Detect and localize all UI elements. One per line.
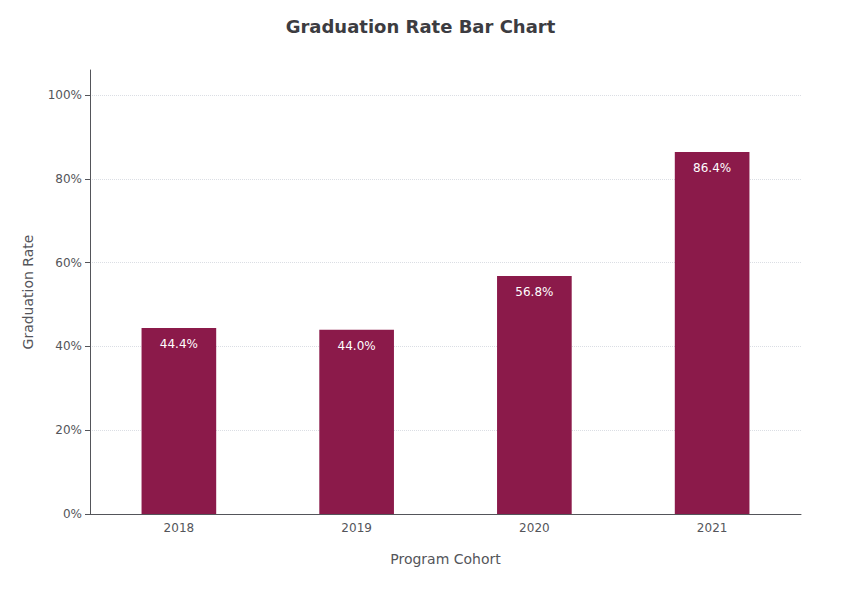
svg-text:100%: 100% [48,88,82,102]
svg-text:86.4%: 86.4% [693,161,731,175]
svg-text:44.0%: 44.0% [338,339,376,353]
svg-text:Graduation Rate Bar Chart: Graduation Rate Bar Chart [286,16,556,37]
svg-text:2019: 2019 [341,521,372,535]
svg-text:40%: 40% [55,339,82,353]
svg-text:56.8%: 56.8% [515,285,553,299]
svg-text:2021: 2021 [697,521,728,535]
svg-text:Graduation Rate: Graduation Rate [20,235,36,350]
svg-text:2020: 2020 [519,521,550,535]
svg-text:60%: 60% [55,256,82,270]
svg-text:80%: 80% [55,172,82,186]
svg-text:44.4%: 44.4% [160,337,198,351]
svg-text:20%: 20% [55,423,82,437]
svg-text:Program Cohort: Program Cohort [390,551,501,567]
svg-text:0%: 0% [63,507,82,521]
svg-text:2018: 2018 [164,521,195,535]
